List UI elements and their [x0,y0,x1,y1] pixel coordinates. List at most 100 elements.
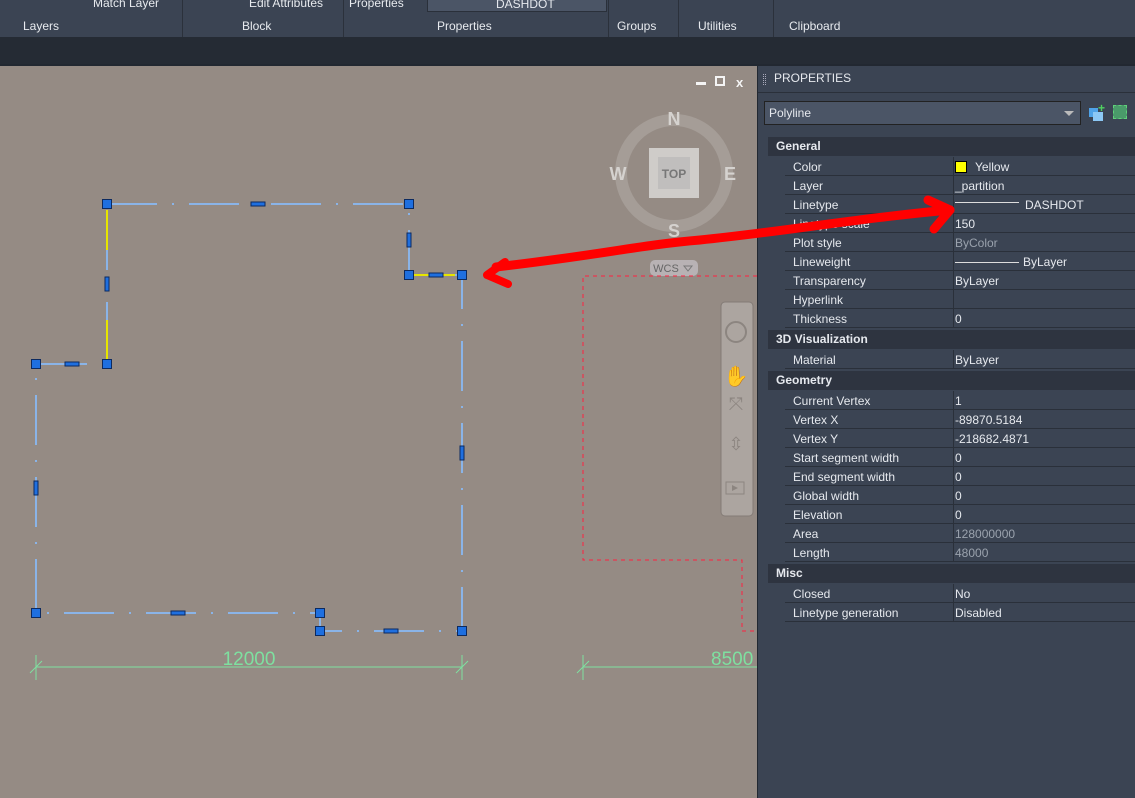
vertex-grip[interactable] [404,199,414,209]
midpoint-grip[interactable] [33,480,39,496]
vertex-grip[interactable] [404,270,414,280]
close-icon[interactable]: x [736,75,744,90]
midpoint-grip[interactable] [104,276,110,292]
steering-wheel-icon[interactable] [725,321,747,343]
property-row-transparency[interactable]: Transparency ByLayer [785,271,1135,290]
midpoint-grip[interactable] [170,610,186,616]
property-value[interactable]: _partition [955,179,1004,193]
viewcube-top-face[interactable]: TOP [662,167,686,181]
property-value[interactable]: 128000000 [955,527,1015,541]
property-value[interactable]: -218682.4871 [955,432,1029,446]
property-row-length[interactable]: Length 48000 [785,543,1135,562]
grips[interactable] [31,199,467,636]
linetype-dropdown[interactable]: DASHDOT [427,0,607,12]
dimension-8500[interactable]: 8500 [711,649,753,670]
panel-clipboard[interactable]: Clipboard [789,19,841,33]
vertex-grip[interactable] [31,359,41,369]
property-value[interactable]: 0 [955,508,962,522]
property-value[interactable]: 0 [955,451,962,465]
property-row-area[interactable]: Area 128000000 [785,524,1135,543]
panel-properties[interactable]: Properties [437,19,492,33]
property-row-color[interactable]: Color Yellow [785,157,1135,176]
edit-attributes-button[interactable]: Edit Attributes [249,0,324,10]
property-value[interactable]: ByLayer [955,353,999,367]
property-row-layer[interactable]: Layer _partition [785,176,1135,195]
dimension-12000[interactable]: 12000 [223,649,276,670]
midpoint-grip[interactable] [250,201,266,207]
property-row-material[interactable]: Material ByLayer [785,350,1135,369]
midpoint-grip[interactable] [383,628,399,634]
property-row-linetype-scale[interactable]: Linetype scale 150 [785,214,1135,233]
section-general[interactable]: General [768,137,1135,156]
property-row-elevation[interactable]: Elevation 0 [785,505,1135,524]
section-3d-visualization[interactable]: 3D Visualization [768,330,1135,349]
property-row-closed[interactable]: Closed No [785,584,1135,603]
property-value[interactable]: ByColor [955,236,998,250]
property-row-global-width[interactable]: Global width 0 [785,486,1135,505]
property-row-linetype-generation[interactable]: Linetype generation Disabled [785,603,1135,622]
property-row-thickness[interactable]: Thickness 0 [785,309,1135,328]
pan-icon[interactable]: ✋ [724,364,749,388]
zoom-extents-icon[interactable]: ⤧ [729,394,743,414]
vertex-grip[interactable] [102,359,112,369]
vertex-grip[interactable] [102,199,112,209]
showmotion-icon[interactable] [725,481,745,495]
dimensions[interactable]: 12000 8500 [29,649,757,680]
property-value[interactable]: 0 [955,470,962,484]
property-value[interactable]: No [955,587,970,601]
select-objects-button[interactable] [1113,105,1127,119]
property-row-lineweight[interactable]: Lineweight ByLayer [785,252,1135,271]
property-value[interactable]: -89870.5184 [955,413,1022,427]
property-value[interactable]: 0 [955,312,962,326]
property-row-plot-style[interactable]: Plot style ByColor [785,233,1135,252]
property-row-start-segment-width[interactable]: Start segment width 0 [785,448,1135,467]
drawing-viewport[interactable]: x TOP N S E W WCS ✋ ⤧ ⇳ 12000 8500 [0,66,757,798]
object-type-dropdown[interactable]: Polyline [764,101,1081,125]
toggle-pickadd-button[interactable]: + [1089,101,1105,121]
midpoint-grip[interactable] [428,272,444,278]
property-value[interactable]: ByLayer [955,274,999,288]
property-value[interactable]: 0 [955,489,962,503]
polyline[interactable] [35,203,463,632]
palette-grip[interactable] [763,74,766,85]
section-geometry[interactable]: Geometry [768,371,1135,390]
property-value[interactable]: DASHDOT [955,198,1084,212]
vertex-grip[interactable] [315,608,325,618]
midpoint-grip[interactable] [459,445,465,461]
dashed-rectangle[interactable] [582,275,757,632]
property-value[interactable]: 48000 [955,546,988,560]
midpoint-grip[interactable] [406,232,412,248]
vertex-grip[interactable] [31,608,41,618]
property-row-vertex-y[interactable]: Vertex Y -218682.4871 [785,429,1135,448]
section-misc[interactable]: Misc [768,564,1135,583]
property-value[interactable]: ByLayer [955,255,1067,269]
property-row-vertex-x[interactable]: Vertex X -89870.5184 [785,410,1135,429]
viewcube[interactable]: TOP N S E W WCS [610,109,737,276]
properties-button[interactable]: Properties [349,0,404,10]
midpoint-grip[interactable] [64,361,80,367]
property-row-linetype[interactable]: Linetype DASHDOT [785,195,1135,214]
compass-east[interactable]: E [724,164,736,184]
property-row-current-vertex[interactable]: Current Vertex 1 [785,391,1135,410]
compass-west[interactable]: W [610,164,627,184]
panel-utilities[interactable]: Utilities [698,19,737,33]
vertex-grip[interactable] [457,270,467,280]
minimize-icon[interactable] [696,82,706,85]
property-row-hyperlink[interactable]: Hyperlink [785,290,1135,309]
vertex-grip[interactable] [315,626,325,636]
property-row-end-segment-width[interactable]: End segment width 0 [785,467,1135,486]
compass-south[interactable]: S [668,221,680,241]
panel-groups[interactable]: Groups [617,19,657,33]
vertex-grip[interactable] [457,626,467,636]
match-layer-button[interactable]: Match Layer [93,0,160,10]
compass-north[interactable]: N [668,109,681,129]
orbit-icon[interactable]: ⇳ [728,434,743,454]
navigation-bar[interactable]: ✋ ⤧ ⇳ [720,301,754,517]
restore-icon[interactable] [715,76,725,86]
property-value[interactable]: 1 [955,394,962,408]
viewport-controls[interactable]: x [696,75,744,90]
property-value[interactable]: Yellow [955,160,1009,174]
property-value[interactable]: Disabled [955,606,1002,620]
panel-layers[interactable]: Layers [23,19,60,33]
property-value[interactable]: 150 [955,217,975,231]
